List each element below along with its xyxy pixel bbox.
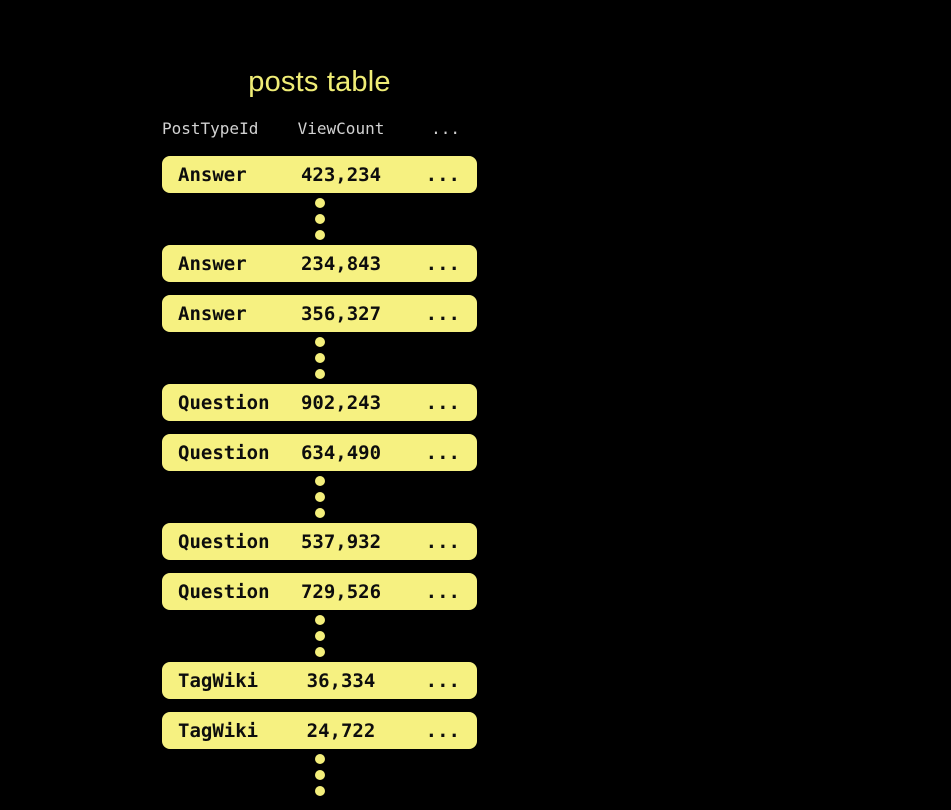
view-count-cell: 537,932 <box>300 530 382 553</box>
ellipsis-dot <box>314 337 325 347</box>
view-count-cell: 24,722 <box>306 719 376 742</box>
more-columns-cell: ... <box>425 530 460 553</box>
vertical-ellipsis <box>314 476 325 518</box>
table-column-headers: PostTypeId ViewCount ... <box>162 119 477 139</box>
vertical-ellipsis <box>314 615 325 657</box>
ellipsis-dot <box>314 508 325 518</box>
table-body: Answer 423,234 ... Answer 234,843 ... An… <box>162 156 477 801</box>
post-type-cell: Question <box>178 391 270 414</box>
ellipsis-dot <box>314 786 325 796</box>
view-count-cell: 356,327 <box>300 302 382 325</box>
ellipsis-dot <box>314 770 325 780</box>
post-type-cell: Question <box>178 441 270 464</box>
ellipsis-dot <box>314 647 325 657</box>
ellipsis-dot <box>314 492 325 502</box>
table-row: TagWiki 24,722 ... <box>162 712 477 749</box>
column-header-viewcount: ViewCount <box>297 119 385 138</box>
post-type-cell: TagWiki <box>178 719 259 742</box>
post-type-cell: Answer <box>178 252 247 275</box>
ellipsis-dot <box>314 353 325 363</box>
ellipsis-dot <box>314 369 325 379</box>
column-header-posttypeid: PostTypeId <box>162 119 259 138</box>
more-columns-cell: ... <box>425 441 460 464</box>
table-row: Question 634,490 ... <box>162 434 477 471</box>
more-columns-cell: ... <box>425 669 460 692</box>
view-count-cell: 234,843 <box>300 252 382 275</box>
column-header-more: ... <box>431 119 460 138</box>
table-row: Question 729,526 ... <box>162 573 477 610</box>
post-type-cell: TagWiki <box>178 669 259 692</box>
ellipsis-dot <box>314 230 325 240</box>
ellipsis-dot <box>314 754 325 764</box>
more-columns-cell: ... <box>425 719 460 742</box>
view-count-cell: 729,526 <box>300 580 382 603</box>
post-type-cell: Question <box>178 530 270 553</box>
more-columns-cell: ... <box>425 252 460 275</box>
post-type-cell: Answer <box>178 163 247 186</box>
more-columns-cell: ... <box>425 391 460 414</box>
view-count-cell: 634,490 <box>300 441 382 464</box>
table-row: Question 902,243 ... <box>162 384 477 421</box>
page-title: posts table <box>248 66 391 98</box>
ellipsis-dot <box>314 198 325 208</box>
vertical-ellipsis <box>314 198 325 240</box>
post-type-cell: Question <box>178 580 270 603</box>
ellipsis-dot <box>314 631 325 641</box>
table-row: TagWiki 36,334 ... <box>162 662 477 699</box>
table-row: Question 537,932 ... <box>162 523 477 560</box>
view-count-cell: 423,234 <box>300 163 382 186</box>
post-type-cell: Answer <box>178 302 247 325</box>
ellipsis-dot <box>314 476 325 486</box>
ellipsis-dot <box>314 615 325 625</box>
table-row: Answer 234,843 ... <box>162 245 477 282</box>
view-count-cell: 902,243 <box>300 391 382 414</box>
more-columns-cell: ... <box>425 163 460 186</box>
vertical-ellipsis <box>314 337 325 379</box>
more-columns-cell: ... <box>425 580 460 603</box>
vertical-ellipsis <box>314 754 325 796</box>
table-row: Answer 423,234 ... <box>162 156 477 193</box>
view-count-cell: 36,334 <box>306 669 376 692</box>
more-columns-cell: ... <box>425 302 460 325</box>
ellipsis-dot <box>314 214 325 224</box>
table-row: Answer 356,327 ... <box>162 295 477 332</box>
